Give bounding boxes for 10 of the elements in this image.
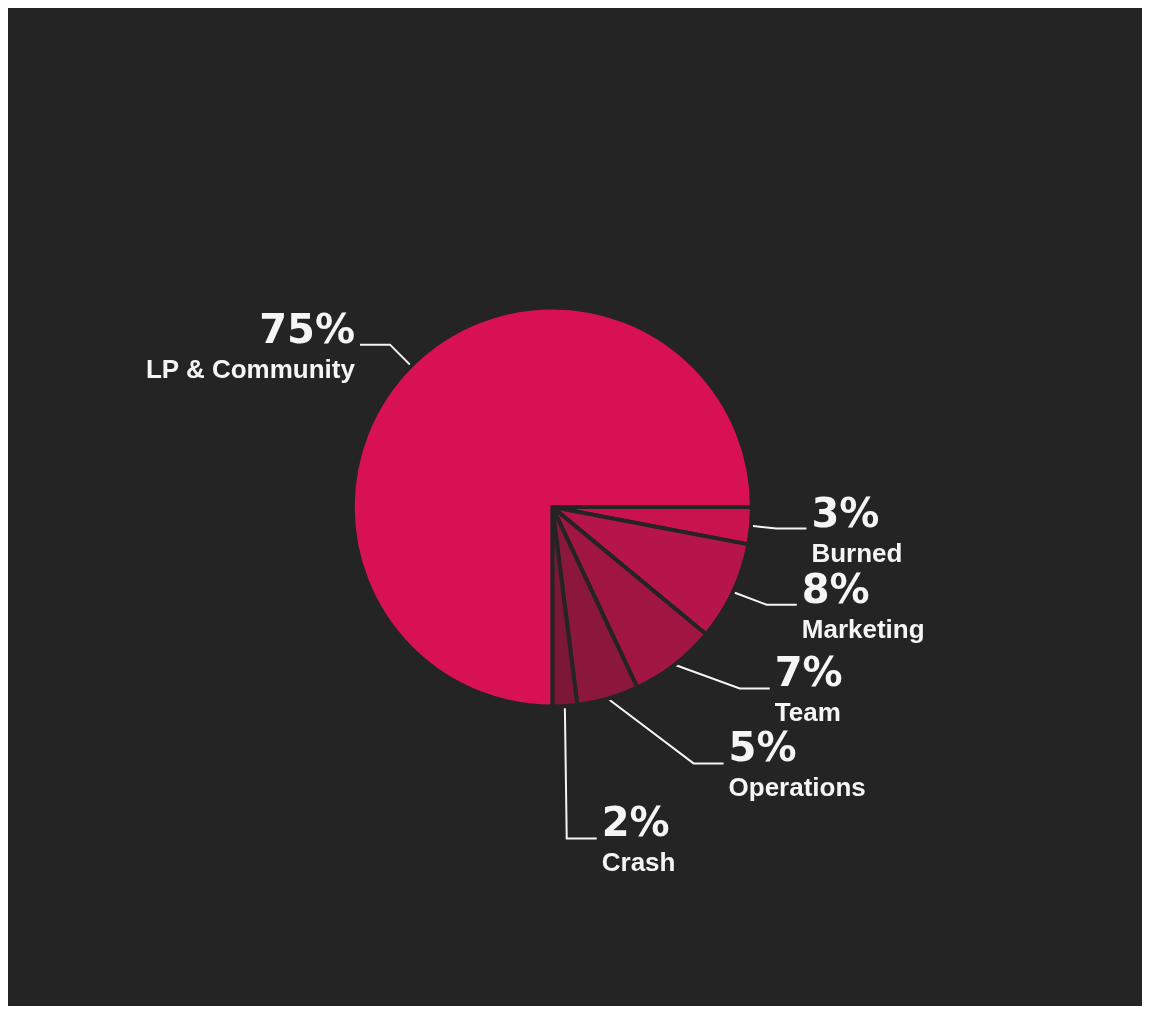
slice-label: Marketing <box>801 613 925 644</box>
data-label: 8% <box>801 565 870 612</box>
data-label: 2% <box>601 799 670 846</box>
data-label: 3% <box>811 489 880 536</box>
slice-label: Operations <box>728 772 866 803</box>
slice-label: Burned <box>811 537 903 568</box>
data-label: 75% <box>259 305 355 352</box>
slice-label: LP & Community <box>145 353 356 384</box>
slice-label: Crash <box>601 847 676 878</box>
data-label: 7% <box>774 649 843 696</box>
